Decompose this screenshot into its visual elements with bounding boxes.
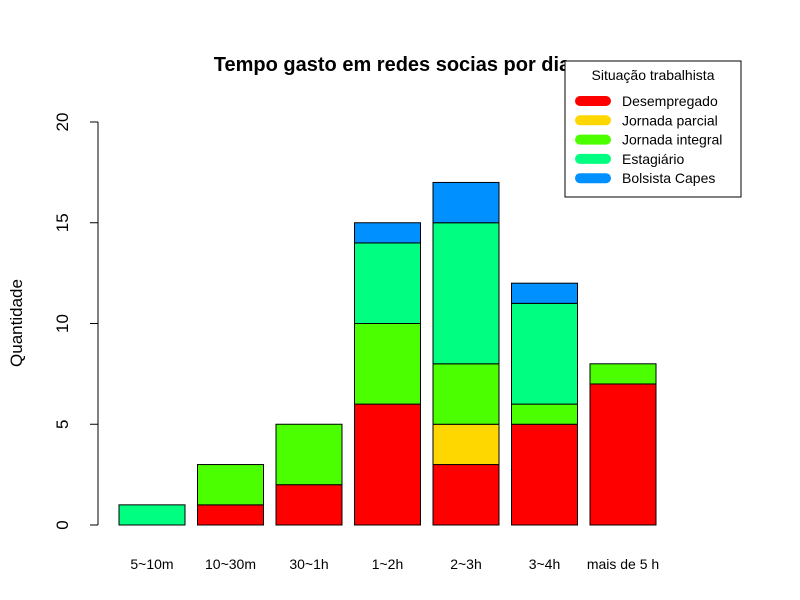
legend-label: Jornada parcial bbox=[622, 112, 718, 128]
bar-segment bbox=[275, 423, 343, 486]
y-axis-label: Quantidade bbox=[7, 279, 26, 367]
bar-segment bbox=[432, 423, 500, 466]
bar-segment bbox=[432, 363, 500, 425]
bar-segment bbox=[589, 363, 657, 385]
bar-segment bbox=[511, 403, 578, 425]
y-tick-label: 5 bbox=[53, 420, 72, 429]
bar-segment bbox=[432, 464, 500, 526]
bar-segment bbox=[511, 423, 578, 526]
y-axis: 0 5 10 15 20 bbox=[53, 113, 99, 530]
legend-label: Desempregado bbox=[622, 93, 718, 109]
bar-segment bbox=[354, 222, 421, 244]
legend-label: Jornada integral bbox=[622, 132, 722, 148]
legend: Situação trabalhista Desempregado Jornada… bbox=[564, 60, 742, 198]
x-tick-label: 1~2h bbox=[372, 556, 404, 572]
x-tick-label: 5~10m bbox=[130, 556, 173, 572]
bar-segment bbox=[197, 464, 264, 506]
legend-label: Bolsista Capes bbox=[622, 170, 715, 186]
x-tick-label: 30~1h bbox=[289, 556, 328, 572]
y-tick-label: 15 bbox=[53, 213, 72, 232]
bar-segment bbox=[511, 282, 578, 304]
x-axis-labels: 5~10m 10~30m 30~1h 1~2h 2~3h 3~4h mais de 5 h bbox=[130, 556, 659, 572]
bar-segment bbox=[118, 504, 186, 526]
bar-segment bbox=[354, 403, 421, 526]
bar-segment bbox=[589, 383, 657, 526]
y-tick-label: 20 bbox=[53, 113, 72, 132]
y-tick-label: 10 bbox=[53, 314, 72, 333]
bar-segment bbox=[354, 323, 421, 405]
legend-label: Estagiário bbox=[622, 151, 684, 167]
x-tick-label: mais de 5 h bbox=[587, 556, 659, 572]
x-tick-label: 10~30m bbox=[205, 556, 256, 572]
x-tick-label: 2~3h bbox=[450, 556, 482, 572]
legend-title: Situação trabalhista bbox=[592, 67, 715, 83]
bar-segment bbox=[354, 242, 421, 324]
y-tick-label: 0 bbox=[53, 520, 72, 529]
bar-segment bbox=[432, 222, 500, 365]
chart-title: Tempo gasto em redes socias por dia bbox=[214, 54, 571, 76]
bar-segment bbox=[511, 302, 578, 405]
bars-group bbox=[118, 181, 657, 526]
bar-segment bbox=[197, 504, 264, 526]
x-tick-label: 3~4h bbox=[529, 556, 561, 572]
bar-segment bbox=[432, 181, 500, 224]
bar-segment bbox=[275, 484, 343, 526]
